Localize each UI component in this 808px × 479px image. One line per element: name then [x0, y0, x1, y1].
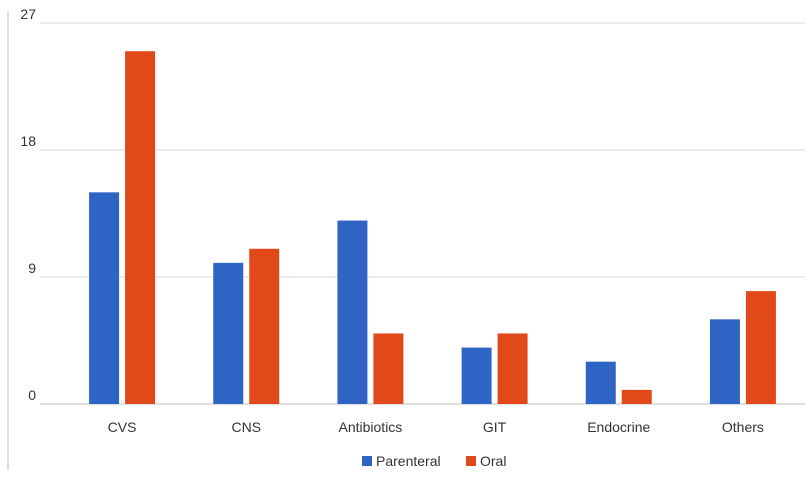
x-axis-tick-labels: CVS CNS Antibiotics GIT Endocrine Others	[108, 419, 764, 435]
bar-parenteral-antibiotics	[337, 220, 368, 404]
x-tick-label: GIT	[483, 419, 507, 435]
bars	[89, 51, 776, 404]
bar-oral-others	[745, 291, 776, 404]
bar-parenteral-git	[461, 347, 492, 404]
bar-oral-git	[497, 333, 528, 404]
bar-parenteral-others	[709, 319, 740, 404]
x-tick-label: CVS	[108, 419, 137, 435]
bar-oral-cvs	[125, 51, 156, 404]
legend-swatch-oral	[466, 456, 476, 466]
y-tick-label: 27	[20, 6, 36, 22]
x-tick-label: Others	[722, 419, 764, 435]
legend: Parenteral Oral	[362, 453, 506, 469]
legend-swatch-parenteral	[362, 456, 372, 466]
bar-parenteral-cvs	[89, 192, 120, 404]
y-tick-label: 9	[28, 260, 36, 276]
bar-parenteral-endocrine	[585, 361, 616, 404]
bar-parenteral-cns	[213, 262, 244, 404]
x-tick-label: CNS	[231, 419, 261, 435]
legend-label-oral: Oral	[480, 453, 506, 469]
bar-oral-cns	[249, 248, 280, 404]
bar-oral-endocrine	[621, 389, 652, 404]
bar-oral-antibiotics	[373, 333, 404, 404]
y-tick-label: 0	[28, 387, 36, 403]
gridlines	[40, 22, 805, 405]
x-tick-label: Endocrine	[587, 419, 650, 435]
legend-label-parenteral: Parenteral	[376, 453, 441, 469]
y-tick-label: 18	[20, 133, 36, 149]
y-axis-tick-labels: 0 9 18 27	[20, 6, 36, 403]
x-tick-label: Antibiotics	[339, 419, 403, 435]
